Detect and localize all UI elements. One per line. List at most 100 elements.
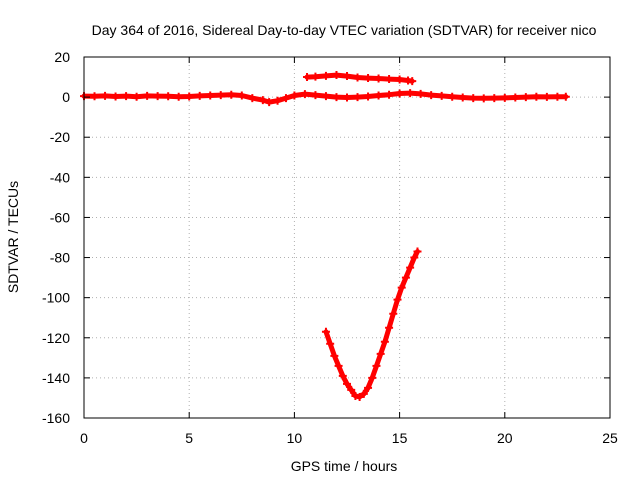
data-point xyxy=(374,91,383,100)
data-point xyxy=(326,339,335,348)
y-tick-labels: 20 0 -20 -40 -60 -80 -100 -120 -140 -160 xyxy=(42,49,70,426)
data-point xyxy=(164,92,173,101)
data-point xyxy=(281,94,290,103)
y-tick-label: -40 xyxy=(50,169,70,185)
data-point xyxy=(401,273,410,282)
data-point xyxy=(216,91,225,100)
data-point xyxy=(490,94,499,103)
data-point xyxy=(273,96,282,105)
data-point xyxy=(448,92,457,101)
data-point xyxy=(532,92,541,101)
data-point xyxy=(437,91,446,100)
data-point xyxy=(303,73,312,82)
y-tick-label: -20 xyxy=(50,129,70,145)
data-point xyxy=(132,92,141,101)
y-tick-label: -100 xyxy=(42,290,70,306)
data-point xyxy=(397,283,406,292)
data-point xyxy=(385,90,394,99)
data-point xyxy=(300,90,309,99)
data-point xyxy=(237,91,246,100)
x-tick-label: 25 xyxy=(602,430,618,446)
axis-ticks xyxy=(83,56,611,419)
data-point xyxy=(206,91,215,100)
data-point xyxy=(376,349,385,358)
data-point xyxy=(395,89,404,98)
x-tick-label: 20 xyxy=(497,430,513,446)
data-point xyxy=(406,89,415,98)
data-point xyxy=(479,94,488,103)
data-point xyxy=(338,371,347,380)
data-point xyxy=(111,92,120,101)
data-point xyxy=(553,92,562,101)
data-point xyxy=(372,361,381,370)
data-point xyxy=(359,389,368,398)
data-point xyxy=(153,92,162,101)
data-point xyxy=(258,96,267,105)
data-point xyxy=(364,74,373,83)
y-tick-label: -140 xyxy=(42,370,70,386)
y-tick-label: -120 xyxy=(42,330,70,346)
data-point xyxy=(321,327,330,336)
x-axis-label: GPS time / hours xyxy=(291,458,398,474)
y-tick-label: -160 xyxy=(42,410,70,426)
data-point xyxy=(351,391,360,400)
series-3 xyxy=(321,247,422,401)
data-point xyxy=(311,91,320,100)
grid-lines xyxy=(84,57,610,418)
data-point xyxy=(248,94,257,103)
data-point xyxy=(101,91,110,100)
data-point xyxy=(408,77,417,86)
data-point xyxy=(406,263,415,272)
data-point xyxy=(321,92,330,101)
data-point xyxy=(389,309,398,318)
data-point xyxy=(347,385,356,394)
series-2 xyxy=(303,71,417,86)
y-tick-label: 20 xyxy=(54,49,70,65)
data-point xyxy=(368,373,377,382)
data-point xyxy=(374,74,383,83)
data-point xyxy=(413,247,422,256)
x-tick-label: 10 xyxy=(287,430,303,446)
data-point xyxy=(332,71,341,80)
data-point xyxy=(265,98,274,107)
chart-title: Day 364 of 2016, Sidereal Day-to-day VTE… xyxy=(92,22,597,38)
y-tick-label: 0 xyxy=(62,89,70,105)
data-point xyxy=(500,93,509,102)
x-tick-label: 15 xyxy=(392,430,408,446)
data-point xyxy=(410,253,419,262)
x-tick-label: 0 xyxy=(80,430,88,446)
data-point xyxy=(364,383,373,392)
data-point xyxy=(290,91,299,100)
data-point xyxy=(143,91,152,100)
data-point xyxy=(355,392,364,401)
x-tick-label: 5 xyxy=(185,430,193,446)
y-tick-label: -80 xyxy=(50,250,70,266)
plot-frame xyxy=(83,56,611,419)
data-series xyxy=(80,71,570,401)
data-point xyxy=(353,73,362,82)
data-point xyxy=(427,91,436,100)
data-point xyxy=(343,93,351,102)
data-point xyxy=(511,93,520,102)
data-point xyxy=(343,72,351,81)
data-point xyxy=(393,295,402,304)
data-point xyxy=(332,93,341,102)
data-point xyxy=(561,92,570,101)
data-point xyxy=(469,94,478,103)
data-point xyxy=(364,92,373,101)
data-point xyxy=(385,323,394,332)
data-point xyxy=(521,93,530,102)
series-1 xyxy=(80,89,570,107)
data-point xyxy=(185,92,194,101)
data-point xyxy=(353,93,362,102)
data-point xyxy=(416,89,425,98)
data-point xyxy=(122,92,131,101)
data-point xyxy=(334,361,343,370)
data-point xyxy=(321,71,330,80)
data-point xyxy=(542,92,551,101)
data-point xyxy=(227,90,236,99)
data-point xyxy=(174,92,183,101)
data-point xyxy=(330,351,339,360)
data-point xyxy=(195,91,204,100)
